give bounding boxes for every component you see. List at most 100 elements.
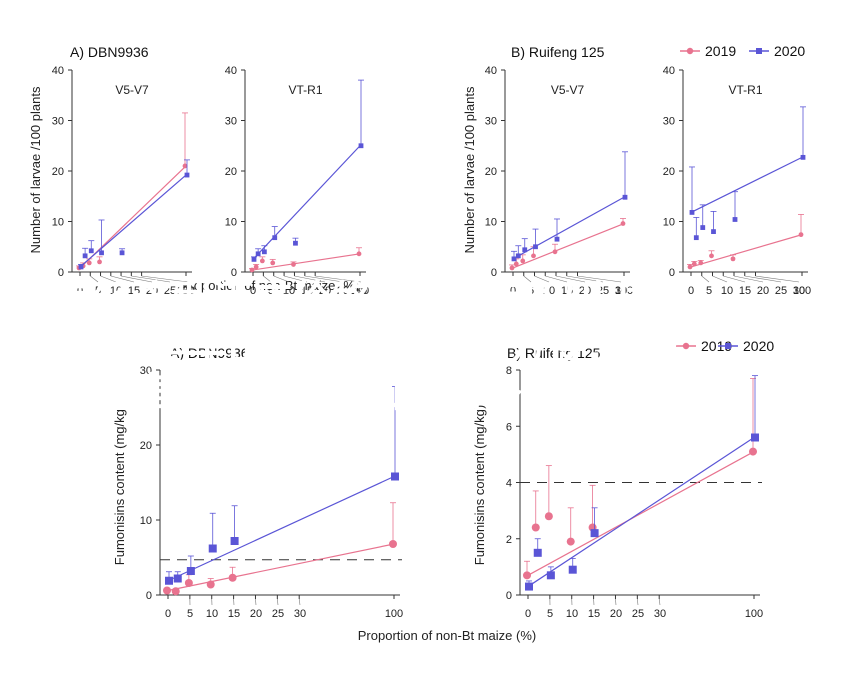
x-tick-label: 100 (177, 285, 195, 297)
y-tick-label: 20 (225, 166, 237, 178)
point-2019 (228, 573, 237, 582)
point-2019 (730, 256, 736, 262)
x-tick-leader (723, 275, 746, 283)
y-tick-label: 30 (225, 116, 237, 128)
point-2019 (698, 260, 704, 266)
point-2019 (691, 261, 697, 267)
ylabel-top-right: Number of larvae /100 plants (462, 86, 477, 253)
x-tick-label: 30 (355, 285, 367, 297)
x-tick-label: 25 (272, 608, 284, 620)
point-2020 (732, 217, 738, 222)
panel-title: V5-V7 (551, 83, 585, 97)
x-tick-label: 10 (110, 285, 122, 297)
legend-top: 2019 2020 (680, 43, 805, 59)
x-tick-label: 5 (528, 285, 534, 297)
x-tick-leader (284, 275, 308, 283)
y-tick-label: 10 (663, 217, 675, 229)
overlay-line-3: 旅馆住宿50元,九华山民宿多少钱一天 (12, 370, 683, 416)
point-2019 (86, 260, 92, 266)
y-tick-label: 40 (485, 65, 497, 77)
y-tick-label: 30 (485, 116, 497, 128)
x-tick-label: 25 (632, 608, 644, 620)
x-tick-label: 0 (77, 285, 83, 297)
point-2020 (568, 565, 577, 574)
point-2019 (544, 512, 553, 521)
x-tick-label: 10 (543, 285, 555, 297)
x-tick-label: 20 (146, 285, 158, 297)
point-2020 (208, 544, 217, 553)
x-tick-label: 0 (688, 285, 694, 297)
x-tick-label: 30 (654, 608, 666, 620)
header-top-right: B) Ruifeng 125 (511, 44, 605, 60)
point-2019 (184, 579, 193, 587)
panel-title: VT-R1 (728, 83, 762, 97)
x-tick-label: 25 (597, 285, 609, 297)
x-tick-label: 30 (793, 285, 805, 297)
x-tick-leader (615, 598, 617, 606)
x-tick-label: 15 (128, 285, 140, 297)
x-tick-leader (577, 275, 622, 283)
y-tick-label: 40 (663, 65, 675, 77)
ylabel-bottom-left: Fumonisins content (mg/kg) (112, 405, 127, 565)
x-tick-label: 15 (588, 608, 600, 620)
x-tick-label: 5 (187, 608, 193, 620)
point-2020 (693, 235, 699, 241)
x-tick-label: 100 (615, 285, 633, 297)
x-tick-label: 15 (561, 285, 573, 297)
y-tick-label: 10 (140, 515, 152, 527)
series-2020 (689, 106, 806, 241)
x-tick-label: 30 (294, 608, 306, 620)
x-tick-label: 0 (510, 285, 516, 297)
point-2019 (163, 586, 171, 595)
series-2020 (78, 159, 190, 270)
point-2020 (554, 236, 560, 242)
series-2019 (509, 218, 626, 271)
point-2020 (533, 244, 538, 250)
series-2019 (687, 214, 804, 270)
point-2020 (622, 194, 628, 200)
y-tick-label: 0 (58, 267, 64, 279)
point-2020 (230, 537, 239, 545)
y-tick-label: 8 (506, 365, 512, 377)
x-tick-label: 5 (706, 285, 712, 297)
y-tick-label: 20 (140, 440, 152, 452)
x-tick-label: 10 (206, 608, 218, 620)
x-tick-label: 20 (319, 285, 331, 297)
x-tick-leader (534, 275, 550, 283)
x-tick-label: 10 (721, 285, 733, 297)
point-2020 (78, 264, 84, 270)
point-2019 (259, 258, 265, 264)
x-tick-leader (255, 598, 257, 606)
point-2019 (566, 537, 575, 546)
point-2020 (184, 172, 190, 178)
point-2020 (391, 472, 399, 481)
panel-title: V5-V7 (115, 83, 149, 97)
series-2020 (511, 151, 628, 262)
point-2020 (251, 256, 257, 262)
point-2020 (272, 235, 278, 241)
x-tick-label: 15 (228, 608, 240, 620)
x-tick-leader (712, 275, 728, 283)
x-tick-label: 0 (525, 608, 531, 620)
ylabel-bottom-right: Fumonisins content (mg/kg) (472, 405, 487, 565)
point-2020 (800, 154, 806, 160)
x-tick-leader (755, 275, 800, 283)
x-tick-label: 30 (182, 285, 194, 297)
point-2019 (687, 264, 693, 270)
y-tick-label: 40 (52, 65, 64, 77)
x-tick-leader (545, 275, 568, 283)
legend-bottom-2019-label: 2019 (701, 338, 732, 354)
legend-2020-label: 2020 (774, 43, 805, 59)
x-tick-label: 20 (757, 285, 769, 297)
x-tick-label: 25 (775, 285, 787, 297)
point-2019 (709, 253, 714, 259)
point-2019 (552, 249, 558, 255)
y-tick-label: 40 (225, 65, 237, 77)
y-tick-label: 30 (140, 365, 152, 377)
point-2019 (520, 258, 526, 264)
x-tick-label: 20 (250, 608, 262, 620)
x-tick-label: 100 (385, 608, 403, 620)
series-2020 (525, 375, 759, 591)
